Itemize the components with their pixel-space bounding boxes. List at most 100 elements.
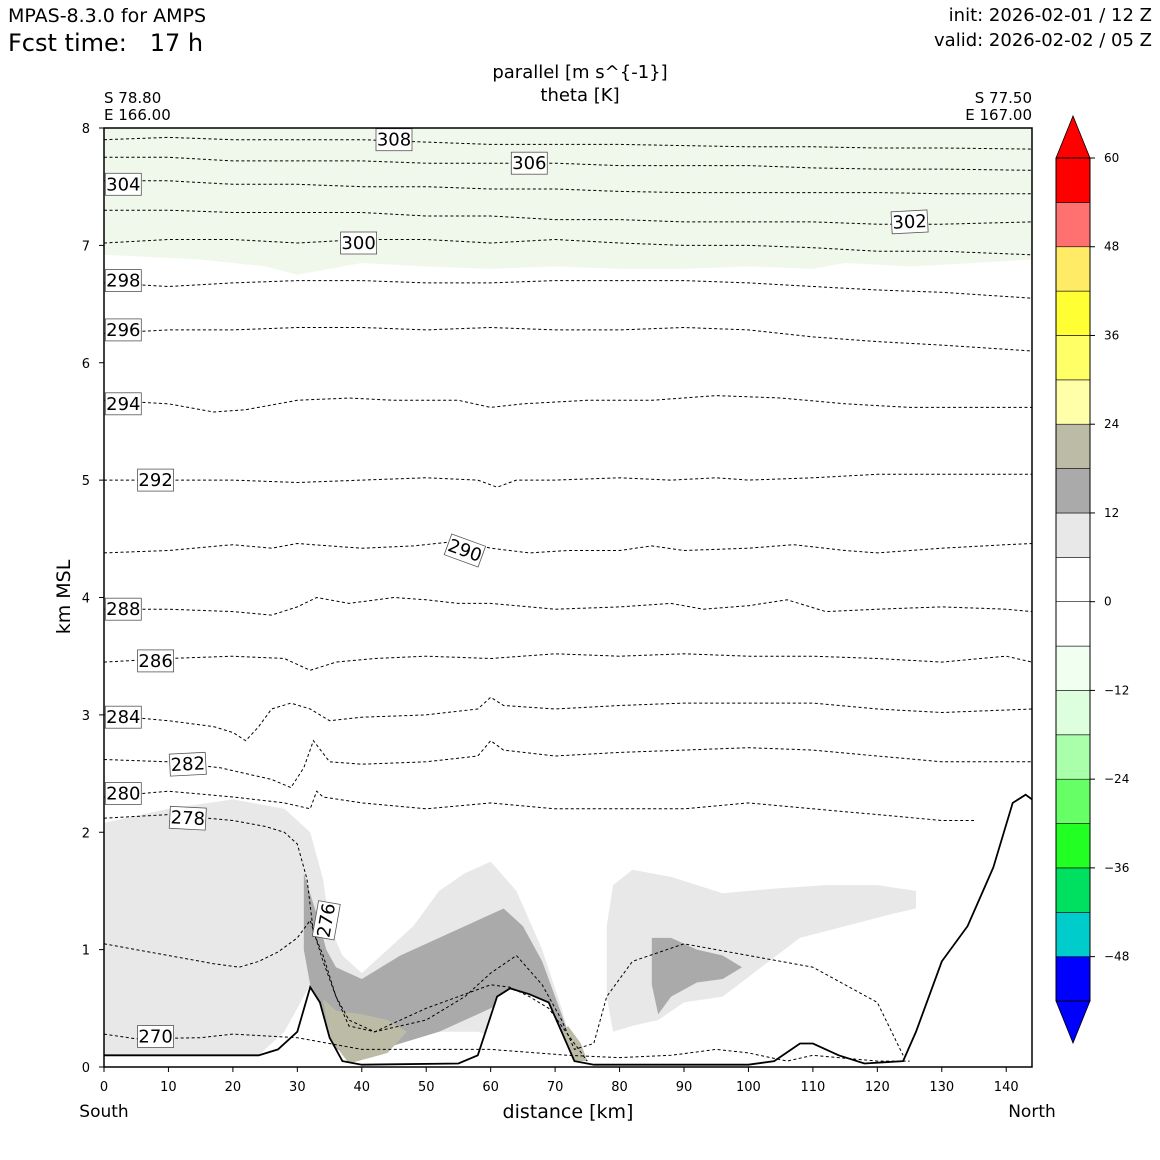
isentrope-label-text: 298 bbox=[106, 271, 140, 292]
colorbar-segment bbox=[1055, 645, 1091, 691]
colorbar-tick-label: −48 bbox=[1104, 950, 1129, 964]
isentrope-label-302: 302 bbox=[890, 209, 929, 235]
init-time: init: 2026-02-01 / 12 Z bbox=[948, 5, 1152, 26]
y-tick-label: 4 bbox=[82, 592, 90, 607]
forecast-time-label: Fcst time: bbox=[8, 29, 127, 57]
x-tick-label: 10 bbox=[160, 1080, 177, 1095]
colorbar-segment bbox=[1055, 512, 1091, 558]
chart-title-line1: parallel [m s^{-1}] bbox=[492, 62, 667, 83]
isentrope-label-308: 308 bbox=[375, 128, 413, 152]
terrain-line bbox=[104, 793, 1033, 1066]
isentrope-286 bbox=[103, 653, 1033, 671]
isentrope-label-278: 278 bbox=[168, 805, 207, 831]
isentrope-label-text: 304 bbox=[106, 174, 140, 195]
wind-fill-region-4 bbox=[651, 937, 742, 1015]
isentrope-labels: 270 276 278 280 282 284 286 288 290 292 294 296 298 3… bbox=[104, 128, 929, 1048]
colorbar-tick-label: 48 bbox=[1104, 240, 1119, 254]
y-tick-label: 6 bbox=[82, 357, 90, 372]
x-tick-label: 40 bbox=[354, 1080, 371, 1095]
x-tick-label: 90 bbox=[676, 1080, 693, 1095]
colorbar-tick-label: 0 bbox=[1104, 595, 1112, 609]
right-point-lon: E 167.00 bbox=[965, 106, 1032, 124]
isentrope-label-306: 306 bbox=[510, 151, 548, 175]
isentrope-label-text: 300 bbox=[341, 233, 375, 254]
isentrope-label-text: 278 bbox=[170, 807, 205, 830]
isentrope-280 bbox=[103, 790, 974, 821]
isentrope-label-box bbox=[104, 392, 142, 416]
isentrope-label-text: 292 bbox=[138, 470, 172, 491]
isentrope-label-270: 270 bbox=[137, 1025, 175, 1048]
left-point-lat: S 78.80 bbox=[104, 89, 161, 107]
x-tick-label: 120 bbox=[865, 1080, 890, 1095]
colorbar-tick-label: 60 bbox=[1104, 151, 1119, 165]
isentrope-306 bbox=[104, 156, 1033, 171]
isentrope-label-box bbox=[104, 269, 142, 293]
isentrope-276 bbox=[103, 919, 904, 1056]
x-axis: 0 10 20 30 40 50 60 70 80 90 100 110 120 130 140 bbox=[100, 1067, 1019, 1095]
colorbar-segment bbox=[1055, 246, 1091, 292]
isentrope-label-box bbox=[137, 468, 175, 492]
right-point-lat: S 77.50 bbox=[975, 89, 1032, 107]
isentrope-label-298: 298 bbox=[104, 269, 142, 293]
wind-fill-region-2 bbox=[606, 869, 916, 1032]
north-label: North bbox=[1008, 1102, 1056, 1122]
colorbar-tick-label: −12 bbox=[1104, 683, 1129, 697]
x-tick-label: 20 bbox=[225, 1080, 242, 1095]
colorbar-segment bbox=[1055, 290, 1091, 336]
colorbar-segment bbox=[1055, 157, 1091, 203]
colorbar-tick-label: −24 bbox=[1104, 772, 1129, 786]
isentrope-304 bbox=[104, 180, 1032, 195]
y-tick-label: 8 bbox=[82, 122, 90, 137]
colorbar-segment bbox=[1055, 601, 1091, 647]
isentrope-label-280: 280 bbox=[104, 782, 142, 805]
terrain-layer bbox=[104, 793, 1033, 1067]
colorbar-over-arrow bbox=[1055, 114, 1091, 159]
isentrope-label-box bbox=[510, 151, 548, 175]
isentrope-label-292: 292 bbox=[137, 468, 175, 492]
forecast-time-value: 17 h bbox=[149, 29, 204, 57]
isentrope-282 bbox=[103, 739, 1032, 789]
x-tick-label: 110 bbox=[800, 1080, 825, 1095]
wind-fill-region-0 bbox=[104, 128, 1032, 275]
x-tick-label: 130 bbox=[929, 1080, 954, 1095]
x-tick-label: 60 bbox=[482, 1080, 499, 1095]
isentrope-label-box bbox=[137, 1025, 175, 1048]
x-tick-label: 70 bbox=[547, 1080, 564, 1095]
isentrope-label-box bbox=[340, 231, 378, 255]
isentrope-label-text: 282 bbox=[170, 753, 205, 776]
colorbar-segment bbox=[1055, 468, 1091, 514]
isentrope-label-box bbox=[311, 900, 341, 941]
y-tick-label: 7 bbox=[82, 239, 90, 254]
isentrope-label-282: 282 bbox=[168, 751, 207, 777]
x-tick-label: 0 bbox=[100, 1080, 108, 1095]
colorbar-segment bbox=[1055, 335, 1091, 381]
isentrope-label-box bbox=[104, 705, 142, 729]
x-tick-label: 140 bbox=[994, 1080, 1019, 1095]
isentrope-300 bbox=[103, 238, 1033, 256]
isentrope-292 bbox=[104, 473, 1032, 488]
colorbar-segment bbox=[1055, 423, 1091, 469]
isentrope-layer bbox=[103, 136, 1033, 1062]
valid-time: valid: 2026-02-02 / 05 Z bbox=[934, 30, 1152, 51]
colorbar-segment bbox=[1055, 867, 1091, 913]
x-tick-label: 30 bbox=[289, 1080, 306, 1095]
terrain-mask bbox=[104, 794, 1032, 1067]
isentrope-label-text: 296 bbox=[106, 320, 140, 341]
colorbar-segment bbox=[1055, 778, 1091, 824]
left-point-lon: E 166.00 bbox=[104, 106, 171, 124]
y-axis: 0 1 2 3 4 5 6 7 8 bbox=[82, 122, 104, 1076]
wind-fill-region-3 bbox=[303, 873, 581, 1056]
x-axis-label: distance [km] bbox=[503, 1101, 634, 1123]
isentrope-278 bbox=[103, 814, 588, 1062]
colorbar-frame bbox=[1055, 157, 1091, 1002]
isentrope-label-290: 290 bbox=[443, 533, 487, 568]
isentrope-label-300: 300 bbox=[340, 231, 378, 255]
colorbar-segment bbox=[1055, 690, 1091, 736]
isentrope-302 bbox=[104, 209, 1033, 225]
isentrope-label-284: 284 bbox=[104, 705, 142, 729]
x-tick-label: 80 bbox=[611, 1080, 628, 1095]
colorbar-segment bbox=[1055, 379, 1091, 425]
chart-title-line2: theta [K] bbox=[540, 85, 619, 106]
colorbar-segment bbox=[1055, 734, 1091, 780]
